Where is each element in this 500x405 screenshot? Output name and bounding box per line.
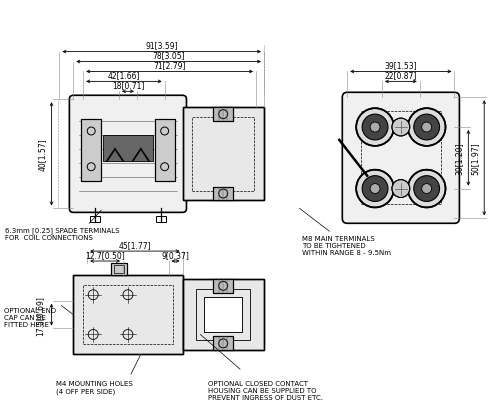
Text: 39[1.53]: 39[1.53]	[384, 61, 417, 70]
Bar	[154, 120, 174, 181]
Text: 22[0.87]: 22[0.87]	[384, 71, 417, 80]
Bar	[214, 108, 233, 122]
Bar	[74, 275, 182, 354]
Bar	[114, 265, 124, 273]
Bar	[154, 120, 174, 181]
Bar	[182, 279, 264, 350]
Bar	[111, 263, 127, 275]
Circle shape	[370, 184, 380, 194]
Bar	[182, 279, 264, 350]
Circle shape	[362, 176, 388, 202]
Bar	[214, 337, 233, 350]
Text: 45[1.77]: 45[1.77]	[118, 241, 151, 249]
Circle shape	[370, 123, 380, 133]
Text: M8 MAIN TERMINALS
TO BE TIGHTENED
WITHIN RANGE 8 - 9.5Nm: M8 MAIN TERMINALS TO BE TIGHTENED WITHIN…	[302, 236, 390, 256]
Text: 42[1.66]: 42[1.66]	[108, 71, 140, 80]
Circle shape	[392, 119, 410, 136]
Bar	[214, 279, 233, 293]
Bar	[204, 297, 242, 333]
Circle shape	[392, 180, 410, 198]
Text: 6.3mm [0.25] SPADE TERMINALS
FOR  COIL CONNECTIONS: 6.3mm [0.25] SPADE TERMINALS FOR COIL CO…	[5, 227, 119, 241]
Bar	[156, 217, 166, 223]
Bar	[90, 217, 100, 223]
Bar	[204, 297, 242, 333]
Bar	[103, 136, 152, 161]
Bar	[182, 108, 264, 201]
Text: 12.7[0.50]: 12.7[0.50]	[85, 250, 125, 259]
Bar	[82, 120, 101, 181]
Bar	[214, 187, 233, 201]
Text: 91[3.59]: 91[3.59]	[146, 42, 178, 51]
Bar	[214, 108, 233, 122]
Circle shape	[408, 109, 446, 147]
Text: OPTIONAL CLOSED CONTACT
HOUSING CAN BE SUPPLIED TO
PREVENT INGRESS OF DUST ETC.: OPTIONAL CLOSED CONTACT HOUSING CAN BE S…	[208, 380, 324, 400]
Bar	[196, 289, 250, 341]
Circle shape	[422, 123, 432, 133]
Bar	[111, 263, 127, 275]
Text: 9[0.37]: 9[0.37]	[162, 250, 190, 259]
FancyBboxPatch shape	[342, 93, 460, 224]
Bar	[214, 337, 233, 350]
Text: OPTIONAL END
CAP CAN BE
FITTED HERE: OPTIONAL END CAP CAN BE FITTED HERE	[4, 307, 56, 327]
Text: 40[1.57]: 40[1.57]	[38, 138, 46, 171]
Circle shape	[414, 115, 440, 141]
Circle shape	[414, 176, 440, 202]
Text: 50[1.97]: 50[1.97]	[470, 142, 480, 175]
Text: 71[2.79]: 71[2.79]	[154, 61, 186, 70]
Bar	[361, 112, 440, 205]
Bar	[74, 275, 182, 354]
Bar	[182, 108, 264, 201]
Text: 17.5[0.69]: 17.5[0.69]	[36, 295, 44, 335]
Bar	[214, 279, 233, 293]
Text: 30[1.20]: 30[1.20]	[454, 142, 464, 175]
Text: 78[3.05]: 78[3.05]	[152, 51, 185, 60]
Circle shape	[422, 184, 432, 194]
Bar	[214, 187, 233, 201]
Circle shape	[408, 170, 446, 208]
Text: M4 MOUNTING HOLES
(4 OFF PER SIDE): M4 MOUNTING HOLES (4 OFF PER SIDE)	[56, 380, 133, 394]
Circle shape	[362, 115, 388, 141]
Circle shape	[356, 109, 394, 147]
Circle shape	[356, 170, 394, 208]
Bar	[192, 118, 254, 191]
FancyBboxPatch shape	[70, 96, 186, 213]
Text: 18[0.71]: 18[0.71]	[112, 81, 144, 90]
Bar	[82, 120, 101, 181]
Bar	[84, 285, 172, 345]
